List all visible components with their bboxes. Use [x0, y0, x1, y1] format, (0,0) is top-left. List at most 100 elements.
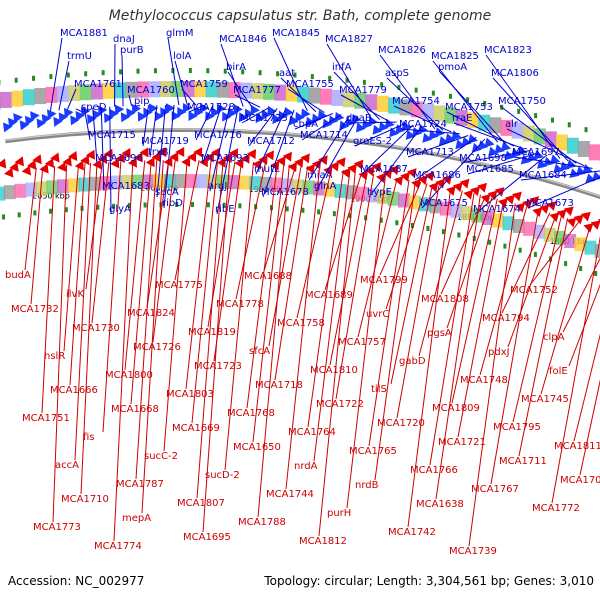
leader-line-reverse	[296, 168, 333, 319]
forward-gene-arrow	[317, 110, 328, 120]
gene-label-forward: glyA	[109, 204, 131, 215]
feature-block	[397, 193, 410, 208]
feature-block	[365, 94, 378, 111]
leader-line-reverse	[468, 203, 516, 547]
forward-gene-arrow	[109, 108, 119, 119]
reverse-gene-arrow	[549, 212, 560, 223]
scale-label: 2050 kbp	[32, 192, 70, 201]
feature-block	[555, 134, 568, 151]
forward-gene-arrow	[305, 116, 316, 127]
gene-label-reverse: MCA1812	[299, 536, 347, 547]
forward-gene-arrow	[199, 103, 210, 114]
reverse-gene-arrow	[407, 168, 417, 179]
gene-label-forward: MCA1725	[240, 113, 288, 124]
reverse-gene-arrow	[424, 171, 435, 182]
forward-gene-arrow	[328, 115, 339, 126]
tick-mark	[441, 229, 445, 235]
tick-mark	[188, 68, 192, 74]
gene-label-forward: dnaJ	[113, 34, 135, 45]
tick-mark	[332, 211, 336, 217]
feature-block	[0, 186, 6, 201]
forward-gene-arrow	[165, 103, 176, 114]
forward-gene-arrow	[120, 112, 131, 123]
feature-block	[481, 211, 494, 226]
gene-label-reverse: MCA1794	[482, 313, 530, 324]
tick-mark	[397, 84, 401, 90]
gene-label-reverse: gabD	[399, 356, 426, 367]
forward-gene-arrow	[295, 111, 305, 122]
feature-block	[584, 240, 597, 255]
reverse-gene-arrow	[546, 201, 557, 211]
forward-gene-arrow	[222, 111, 232, 122]
gene-label-reverse: MCA1721	[438, 437, 486, 448]
gene-label-forward: aspS	[385, 68, 409, 79]
forward-gene-arrow	[355, 122, 366, 133]
leader-line-forward	[174, 60, 188, 106]
tick-mark	[49, 74, 53, 80]
gene-label-forward: MCA1724	[399, 119, 447, 130]
reverse-gene-arrow	[329, 161, 339, 172]
leader-line-forward	[287, 88, 325, 114]
feature-block	[34, 88, 47, 105]
feature-block	[511, 122, 524, 139]
feature-block	[408, 195, 421, 210]
reverse-gene-arrow	[39, 163, 49, 174]
forward-gene-arrow	[177, 107, 187, 118]
gene-label-forward: MCA1693	[201, 153, 249, 164]
tick-mark	[594, 270, 598, 276]
tick-mark	[310, 74, 314, 80]
forward-gene-arrow	[267, 105, 277, 116]
reverse-gene-arrow	[211, 147, 221, 158]
leader-line-reverse	[374, 181, 416, 481]
feature-block	[91, 83, 104, 100]
forward-gene-arrow	[418, 124, 429, 134]
gene-label-reverse: MCA1765	[349, 446, 397, 457]
gene-label-reverse: pgsA	[427, 328, 452, 339]
reverse-gene-arrow	[169, 152, 179, 163]
gene-label-forward: MCA1728	[187, 102, 235, 113]
tick-mark	[276, 71, 280, 77]
tick-mark	[449, 93, 453, 99]
leader-line-forward	[421, 138, 486, 209]
gene-label-reverse: MCA1808	[421, 294, 469, 305]
gene-label-reverse: pdxJ	[488, 347, 510, 358]
reverse-gene-arrow	[294, 157, 304, 168]
reverse-gene-arrow	[529, 196, 540, 206]
forward-gene-arrow	[47, 109, 57, 120]
gene-label-forward: MCA1714	[300, 130, 348, 141]
gene-label-forward: pip	[134, 96, 149, 107]
forward-gene-arrow	[504, 150, 515, 161]
leader-line-forward	[400, 128, 460, 135]
tick-mark	[64, 207, 68, 213]
leader-line-reverse	[379, 181, 422, 276]
feature-block	[78, 177, 91, 192]
tick-mark	[175, 202, 179, 208]
feature-block	[174, 174, 187, 189]
reverse-gene-arrow	[563, 206, 574, 217]
tick-mark	[143, 202, 147, 208]
tick-mark	[380, 82, 384, 88]
gene-label-forward: MCA1675	[420, 198, 468, 209]
forward-gene-arrow	[378, 121, 389, 132]
feature-block	[46, 180, 59, 195]
feature-block	[262, 83, 275, 100]
feature-block	[57, 85, 70, 102]
reverse-gene-arrow	[389, 165, 399, 175]
gene-label-reverse: MCA1767	[471, 484, 519, 495]
gene-label-reverse: MCA1722	[316, 399, 364, 410]
leader-line-reverse	[318, 171, 356, 537]
reverse-gene-arrow	[597, 219, 600, 222]
leader-line-reverse	[252, 164, 285, 443]
tick-mark	[364, 215, 368, 221]
reverse-gene-arrow	[573, 214, 584, 225]
gene-label-reverse: MCA1772	[532, 503, 580, 514]
gene-label-forward: MCA1826	[378, 45, 426, 56]
gene-label-forward: MCA1806	[491, 68, 539, 79]
reverse-gene-arrow	[264, 150, 274, 161]
feature-block	[274, 84, 287, 101]
leader-line-forward	[453, 122, 523, 149]
forward-gene-arrow	[70, 115, 80, 126]
forward-gene-arrow	[478, 140, 489, 151]
gene-label-reverse: MCA1819	[188, 327, 236, 338]
reverse-gene-arrow	[300, 153, 310, 164]
